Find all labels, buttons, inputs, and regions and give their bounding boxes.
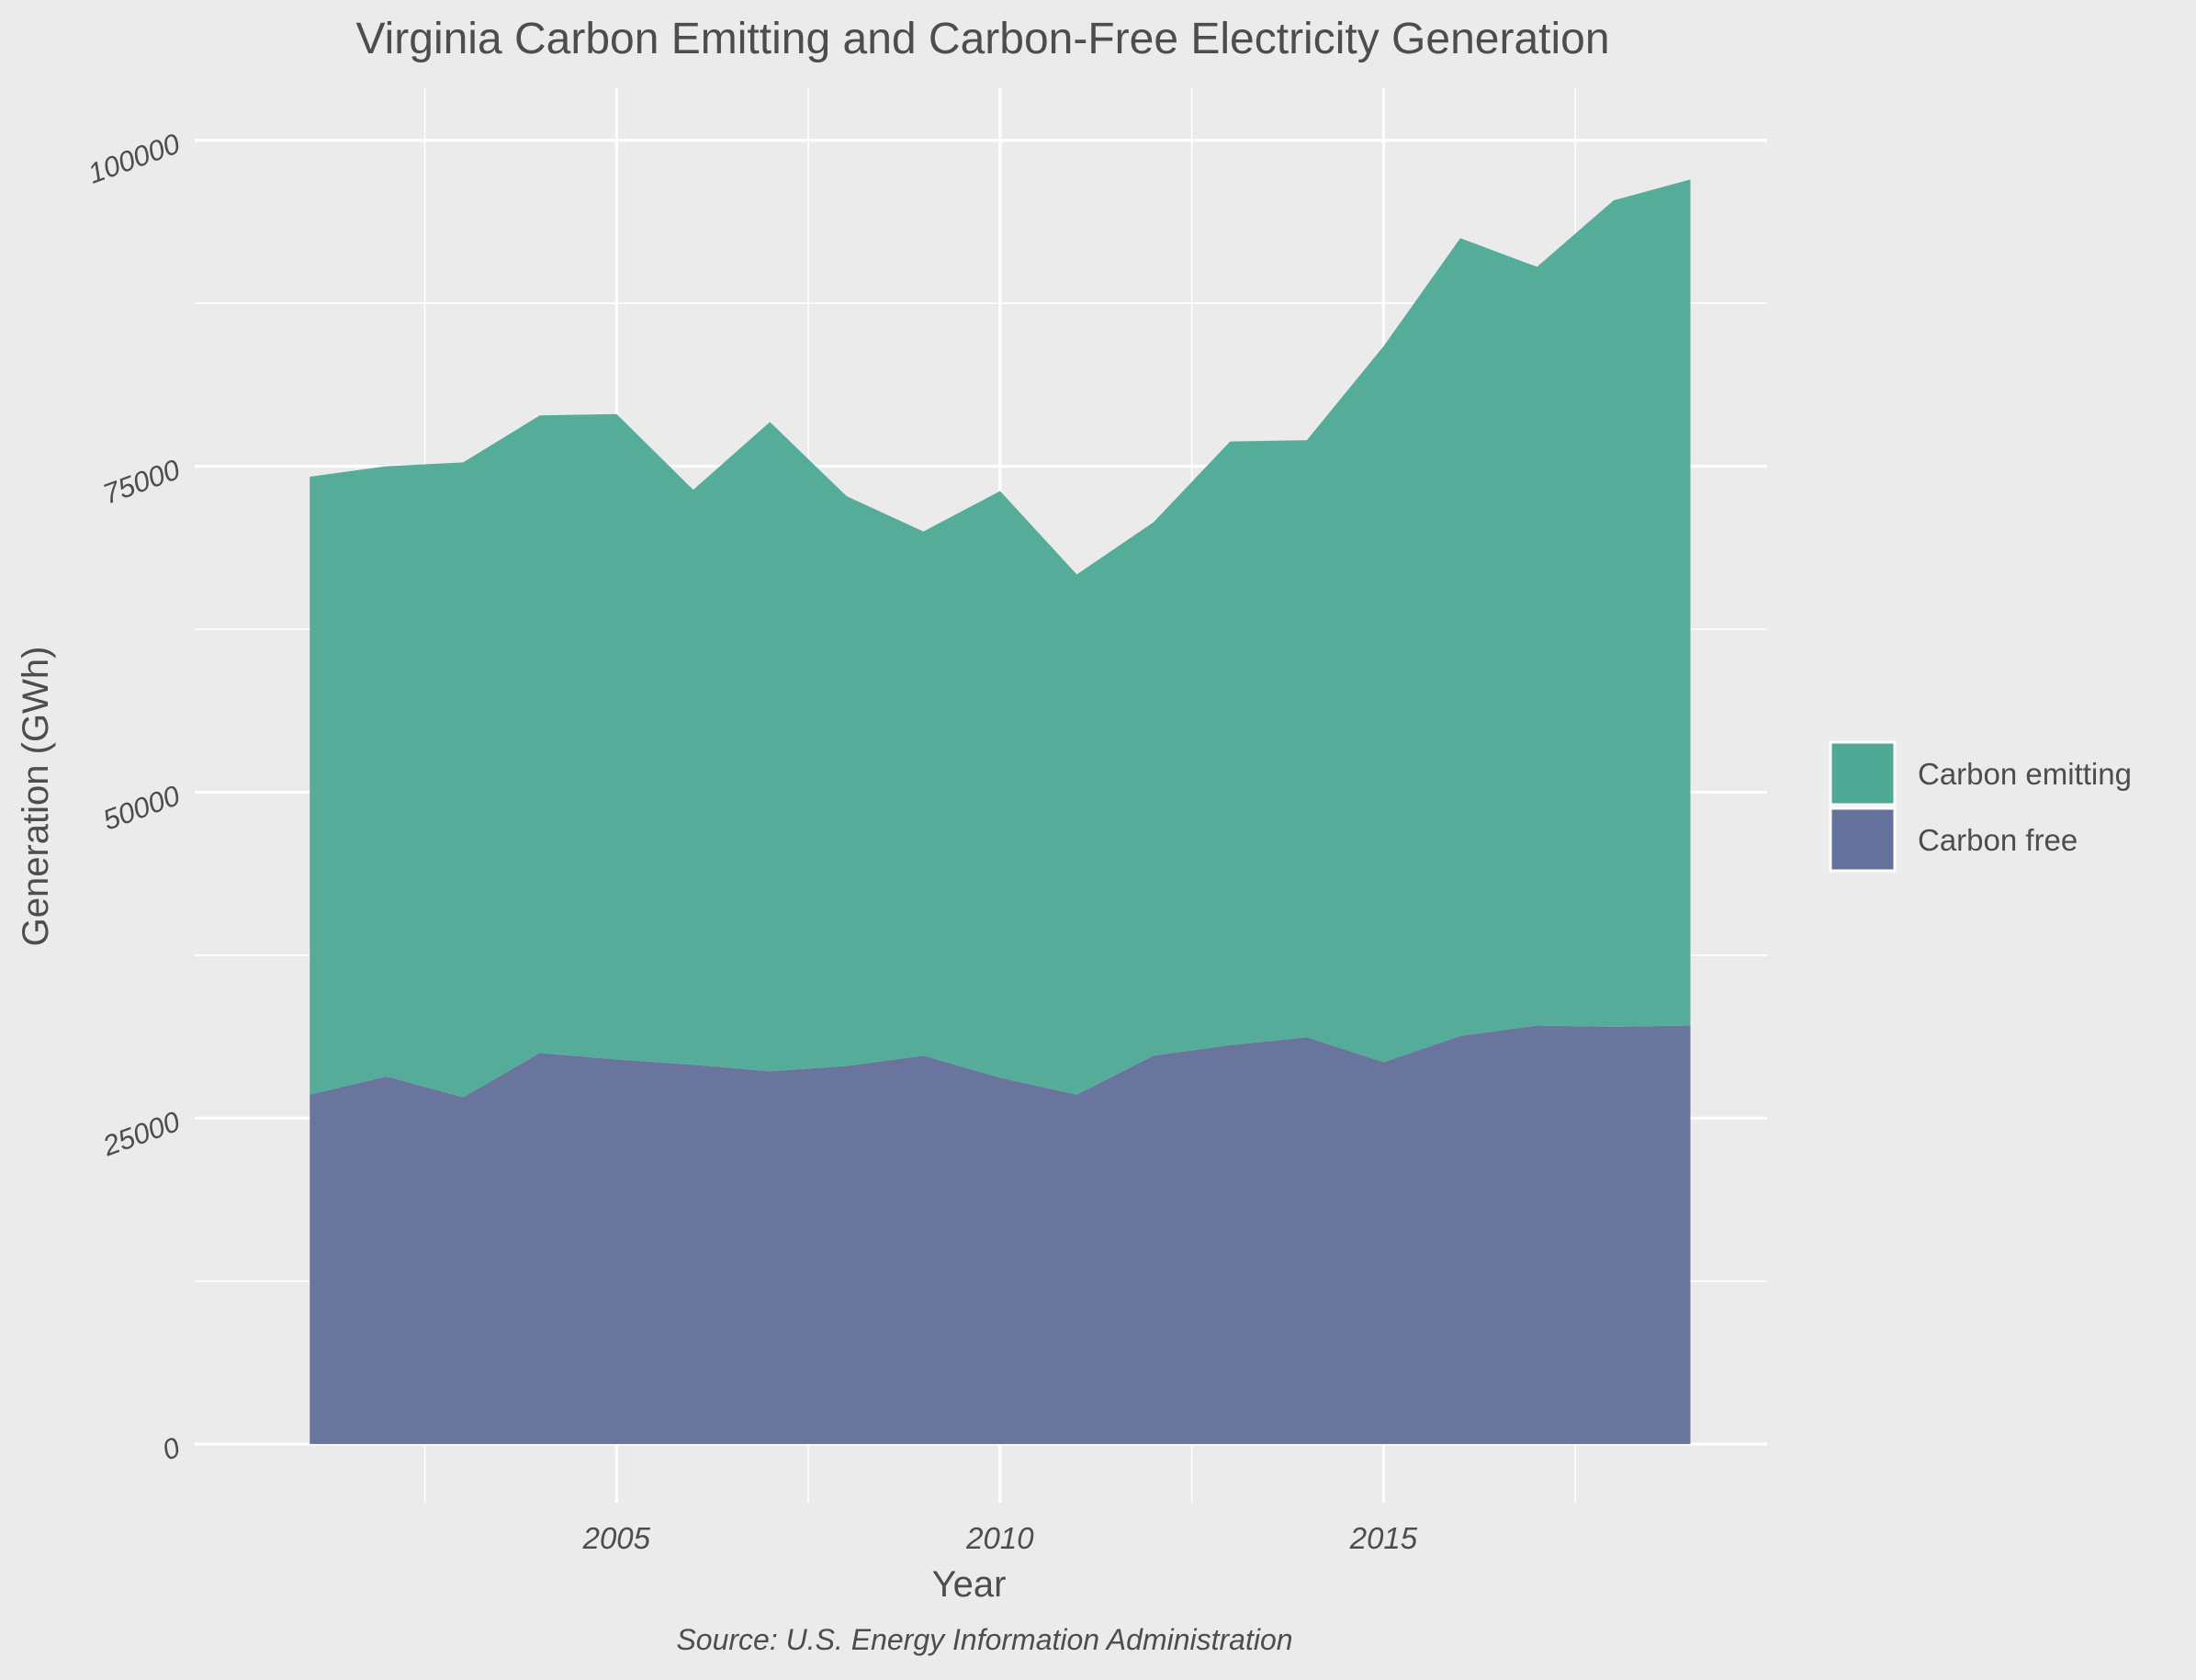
legend-item-carbon-free: Carbon free [1829, 806, 2078, 873]
chart-title: Virginia Carbon Emitting and Carbon-Free… [355, 15, 1609, 63]
area-carbon-free [310, 1025, 1691, 1445]
legend-swatch [1829, 806, 1897, 873]
x-tick-label: 2015 [1349, 1521, 1418, 1555]
legend-swatch [1829, 740, 1897, 806]
legend-label: Carbon emitting [1918, 757, 2132, 791]
chart-caption: Source: U.S. Energy Information Administ… [676, 1623, 1292, 1656]
x-axis-label: Year [932, 1564, 1007, 1605]
x-tick-label: 2005 [582, 1521, 651, 1555]
y-axis-label: Generation (GWh) [16, 647, 56, 947]
legend-label: Carbon free [1918, 823, 2078, 857]
x-axis-tick-labels: 2005 2010 2015 [582, 1521, 1418, 1555]
area-carbon-emitting [310, 179, 1691, 1098]
legend-item-carbon-emitting: Carbon emitting [1829, 740, 2132, 806]
area-layers [310, 179, 1691, 1445]
x-tick-label: 2010 [965, 1521, 1034, 1555]
legend: Carbon emitting Carbon free [1829, 740, 2132, 873]
